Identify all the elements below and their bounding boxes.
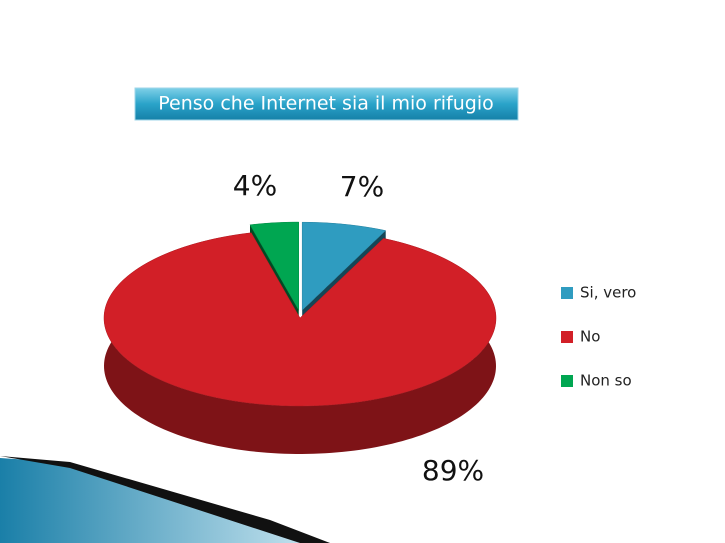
legend: Si, vero No Non so [561, 284, 636, 390]
value-label: 89% [422, 454, 484, 487]
chart-title: Penso che Internet sia il mio rifugio [158, 93, 493, 115]
legend-label: Non so [580, 372, 632, 390]
legend-swatch [561, 375, 573, 387]
legend-label: No [580, 328, 600, 346]
legend-swatch [561, 287, 573, 299]
slice [249, 221, 299, 312]
pie [103, 221, 497, 454]
title-box [134, 87, 519, 121]
slice [301, 221, 387, 311]
value-label: 7% [340, 170, 384, 203]
value-label: 4% [233, 169, 277, 202]
decor-line [0, 456, 330, 543]
legend-swatch [561, 331, 573, 343]
slice [103, 232, 497, 407]
legend-label: Si, vero [580, 284, 636, 302]
